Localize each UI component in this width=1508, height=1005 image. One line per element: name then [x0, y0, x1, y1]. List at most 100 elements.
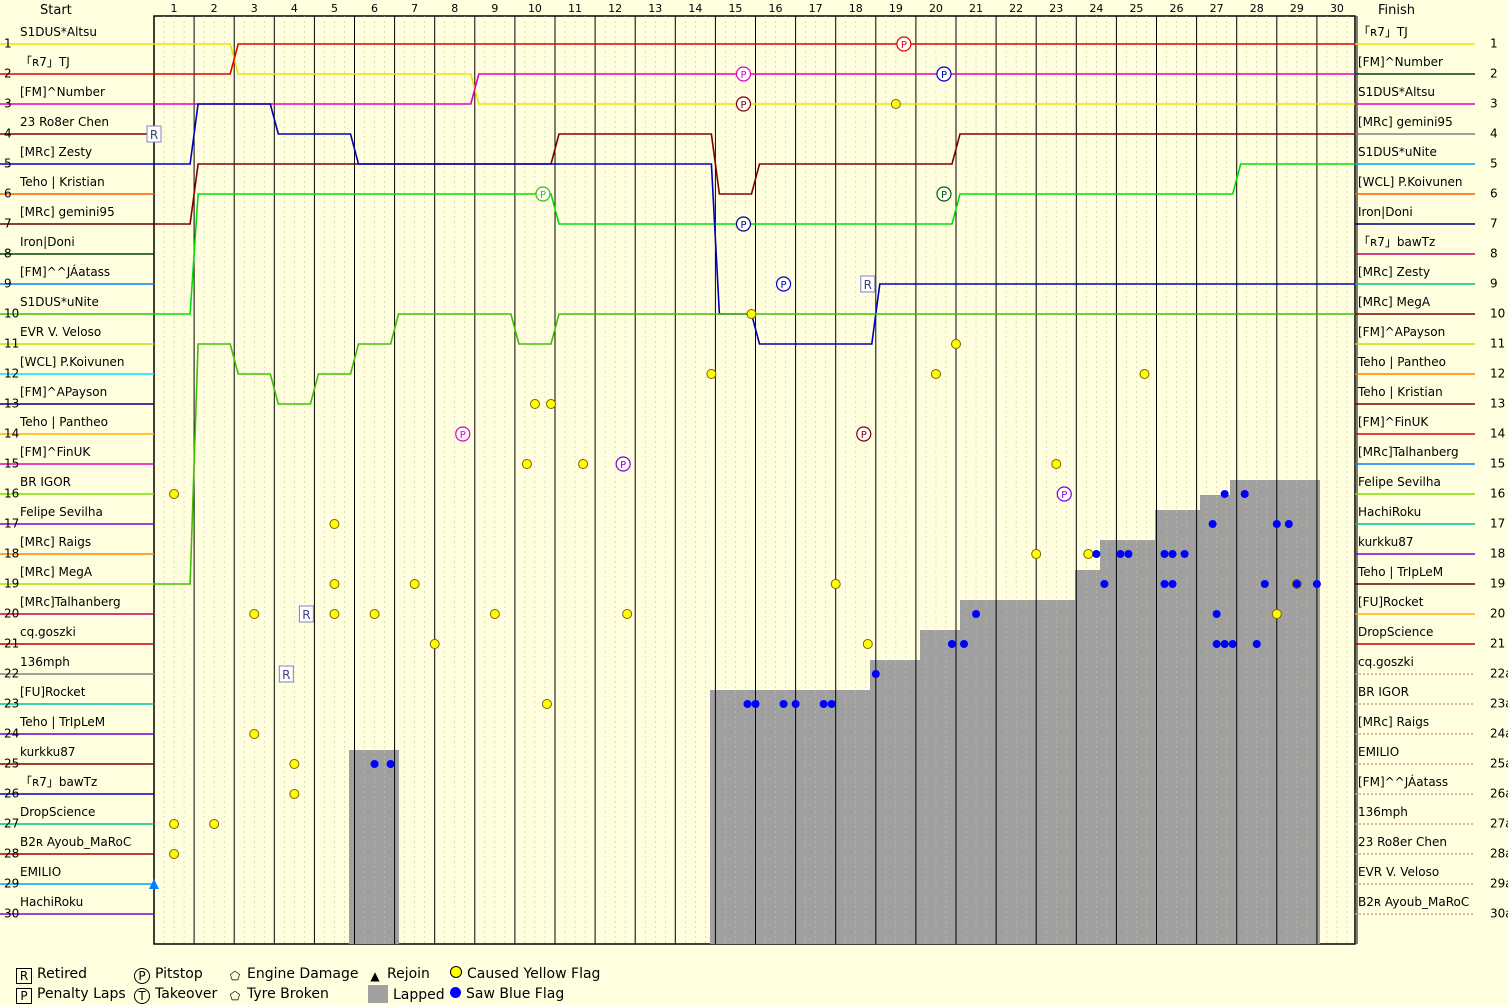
finish-driver-name: Teho | Kristian: [1357, 385, 1443, 399]
lap-tick-label: 10: [528, 2, 542, 15]
yellow-flag-marker: [429, 639, 440, 649]
start-driver-name: cq.goszki: [20, 625, 76, 639]
blue-flag-marker: [751, 700, 760, 708]
legend: R Retired P Penalty Laps P Pitstop T Takeove…: [14, 963, 634, 1005]
yellow-flag-marker: [209, 819, 220, 829]
lap-tick-label: 20: [929, 2, 943, 15]
blue-flag-marker: [827, 700, 836, 708]
pitstop-marker: P: [896, 36, 912, 52]
blue-flag-marker: [1168, 550, 1177, 558]
svg-text:P: P: [941, 70, 947, 81]
retired-marker: R: [146, 125, 162, 143]
blue-flag-marker: [743, 700, 752, 708]
finish-driver-name: [MRc] gemini95: [1358, 115, 1453, 129]
position-trace: [154, 73, 1355, 105]
lapped-region: [710, 690, 870, 944]
legend-rejoin: ▲ Rejoin: [368, 965, 430, 983]
lap-tick-label: 7: [411, 2, 418, 15]
lapped-region: [1100, 540, 1155, 944]
finish-position-number: 2: [1490, 67, 1498, 81]
start-position-number: 4: [4, 127, 12, 141]
lap-tick-label: 26: [1170, 2, 1184, 15]
start-position-number: 29: [4, 877, 19, 891]
pitstop-marker: P: [735, 96, 752, 112]
lapped-icon: [368, 985, 388, 1003]
start-position-number: 25: [4, 757, 19, 771]
blue-flag-marker: [779, 700, 788, 708]
tyre-broken-icon: ⬠: [229, 989, 241, 1003]
lap-tick-label: 29: [1290, 2, 1304, 15]
finish-position-number: 21: [1490, 637, 1505, 651]
svg-text:P: P: [540, 190, 546, 201]
svg-text:P: P: [901, 40, 907, 51]
finish-driver-name: 「ʀ7」TJ: [1358, 25, 1408, 39]
finish-position-number: 14: [1490, 427, 1505, 441]
lap-tick-label: 17: [809, 2, 823, 15]
pitstop-marker: P: [535, 186, 551, 202]
finish-position-number: 23a: [1490, 697, 1508, 711]
svg-text:R: R: [302, 608, 310, 622]
blue-flag-marker: [947, 640, 956, 648]
pitstop-marker: P: [856, 426, 872, 442]
svg-text:P: P: [781, 280, 787, 291]
finish-driver-name: 136mph: [1358, 805, 1408, 819]
yellow-flag-marker: [706, 369, 717, 379]
finish-driver-name: DropScience: [1358, 625, 1433, 639]
finish-position-number: 11: [1490, 337, 1505, 351]
yellow-flag-marker: [545, 399, 556, 409]
lap-tick-label: 16: [769, 2, 783, 15]
blue-flag-marker: [1160, 550, 1169, 558]
blue-flag-marker: [1240, 490, 1249, 498]
finish-position-number: 24a: [1490, 727, 1508, 741]
finish-position-number: 9: [1490, 277, 1498, 291]
lapped-region: [1155, 510, 1200, 944]
finish-position-number: 8: [1490, 247, 1498, 261]
finish-position-number: 27a: [1490, 817, 1508, 831]
yellow-flag-marker: [169, 489, 180, 499]
finish-position-number: 22a: [1490, 667, 1508, 681]
svg-text:R: R: [150, 128, 158, 142]
start-position-number: 9: [4, 277, 12, 291]
yellow-flag-marker: [830, 579, 841, 589]
finish-position-number: 17: [1490, 517, 1505, 531]
start-driver-name: Felipe Sevilha: [20, 505, 103, 519]
start-position-number: 2: [4, 67, 12, 81]
start-position-number: 17: [4, 517, 19, 531]
finish-driver-name: [FM]^FinUK: [1358, 415, 1429, 429]
legend-blue: Saw Blue Flag: [450, 985, 564, 1003]
finish-position-number: 29a: [1490, 877, 1508, 891]
svg-text:P: P: [941, 190, 947, 201]
finish-position-number: 13: [1490, 397, 1505, 411]
lap-grid: 1 2 3 4 5 6 7 8 9 10 11 12 13 14 15 16 17 18 19 20 21 22 23 24 2…: [153, 2, 1358, 944]
finish-position-number: 4: [1490, 127, 1498, 141]
finish-driver-name: [MRc]Talhanberg: [1358, 445, 1459, 459]
lap-tick-label: 24: [1089, 2, 1103, 15]
pitstop-marker: P: [1056, 486, 1072, 502]
position-trace: [154, 103, 1355, 345]
position-trace: [154, 133, 1355, 225]
finish-driver-name: [FM]^Number: [1358, 55, 1443, 69]
engine-damage-icon: ⬠: [229, 969, 241, 983]
retired-marker: R: [278, 665, 294, 683]
pitstop-marker: P: [455, 426, 471, 442]
blue-flag-marker: [960, 640, 969, 648]
finish-position-number: 1: [1490, 37, 1498, 51]
yellow-flag-marker: [951, 339, 961, 349]
finish-driver-name: Teho | Pantheo: [1357, 355, 1446, 369]
position-trace: [154, 43, 1355, 75]
pitstop-marker: P: [615, 456, 631, 472]
lap-tick-label: 15: [728, 2, 742, 15]
lap-tick-label: 4: [291, 2, 298, 15]
start-driver-name: 「ʀ7」TJ: [20, 55, 70, 69]
start-driver-name: [MRc] Zesty: [20, 145, 92, 159]
finish-driver-name: [WCL] P.Koivunen: [1358, 175, 1463, 189]
start-driver-name: kurkku87: [20, 745, 76, 759]
finish-position-number: 16: [1490, 487, 1505, 501]
yellow-flag-marker: [329, 519, 340, 529]
pitstop-marker: P: [735, 216, 752, 232]
start-driver-name: 23 Ro8er Chen: [20, 115, 109, 129]
blue-flag-marker: [1284, 520, 1293, 528]
position-traces: [154, 43, 1355, 585]
blue-flag-marker: [1260, 580, 1269, 588]
start-driver-name: Teho | Pantheo: [19, 415, 108, 429]
